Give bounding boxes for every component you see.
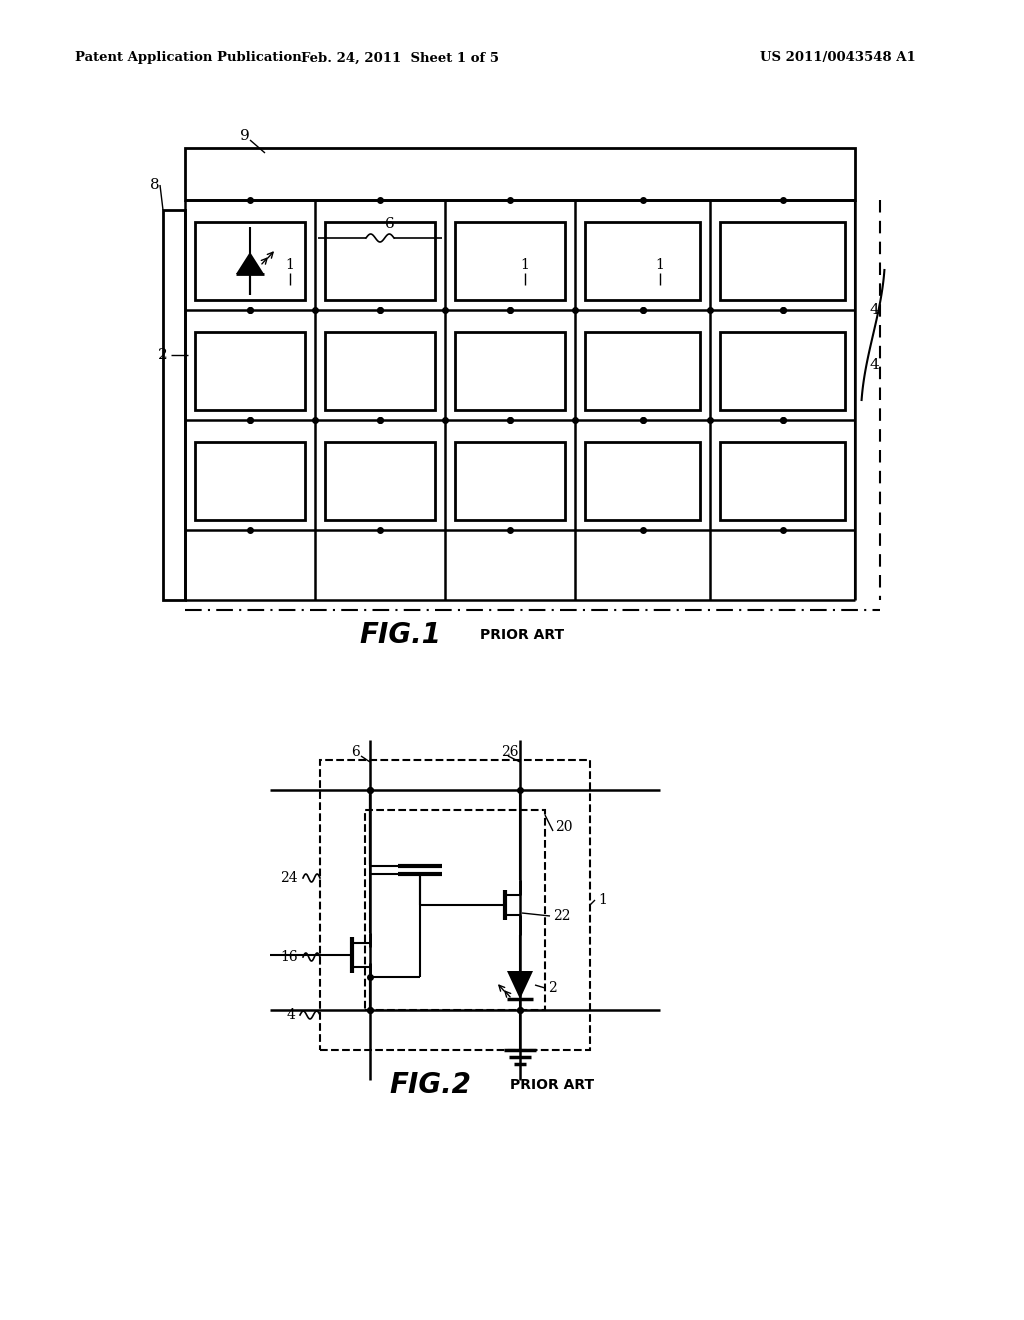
Bar [455, 222, 565, 300]
Text: PRIOR ART: PRIOR ART [510, 1078, 594, 1092]
Text: FIG.2: FIG.2 [389, 1071, 471, 1100]
Text: Feb. 24, 2011  Sheet 1 of 5: Feb. 24, 2011 Sheet 1 of 5 [301, 51, 499, 65]
Bar [585, 442, 700, 520]
Text: 9: 9 [240, 129, 250, 143]
Text: 4: 4 [870, 304, 880, 317]
Bar [163, 210, 185, 601]
Text: 4: 4 [870, 358, 880, 372]
Text: 1: 1 [655, 257, 665, 272]
Bar [720, 333, 845, 411]
Text: 26: 26 [502, 744, 519, 759]
Text: 2: 2 [548, 981, 557, 995]
Text: 6: 6 [385, 216, 395, 231]
Bar [195, 442, 305, 520]
Text: US 2011/0043548 A1: US 2011/0043548 A1 [760, 51, 915, 65]
Bar [195, 333, 305, 411]
Bar [455, 333, 565, 411]
Text: 1: 1 [286, 257, 295, 272]
Bar [319, 760, 590, 1049]
Text: 8: 8 [151, 178, 160, 191]
Bar [195, 222, 305, 300]
Text: 1: 1 [520, 257, 529, 272]
Bar [455, 442, 565, 520]
Text: 6: 6 [350, 744, 359, 759]
Text: PRIOR ART: PRIOR ART [480, 628, 564, 642]
Bar [585, 222, 700, 300]
Text: 16: 16 [281, 950, 298, 964]
Bar [325, 333, 435, 411]
Bar [585, 333, 700, 411]
Bar [185, 148, 855, 201]
Text: 2: 2 [159, 348, 168, 362]
Text: FIG.1: FIG.1 [359, 620, 441, 649]
Text: 20: 20 [555, 820, 572, 834]
Bar [325, 442, 435, 520]
Bar [365, 810, 545, 1010]
Text: 24: 24 [281, 871, 298, 884]
Text: 1: 1 [598, 894, 607, 907]
Text: 22: 22 [553, 909, 570, 923]
Bar [720, 442, 845, 520]
Polygon shape [236, 252, 264, 275]
Bar [325, 222, 435, 300]
Text: Patent Application Publication: Patent Application Publication [75, 51, 302, 65]
Text: 4: 4 [286, 1008, 295, 1022]
Polygon shape [507, 972, 534, 999]
Bar [720, 222, 845, 300]
